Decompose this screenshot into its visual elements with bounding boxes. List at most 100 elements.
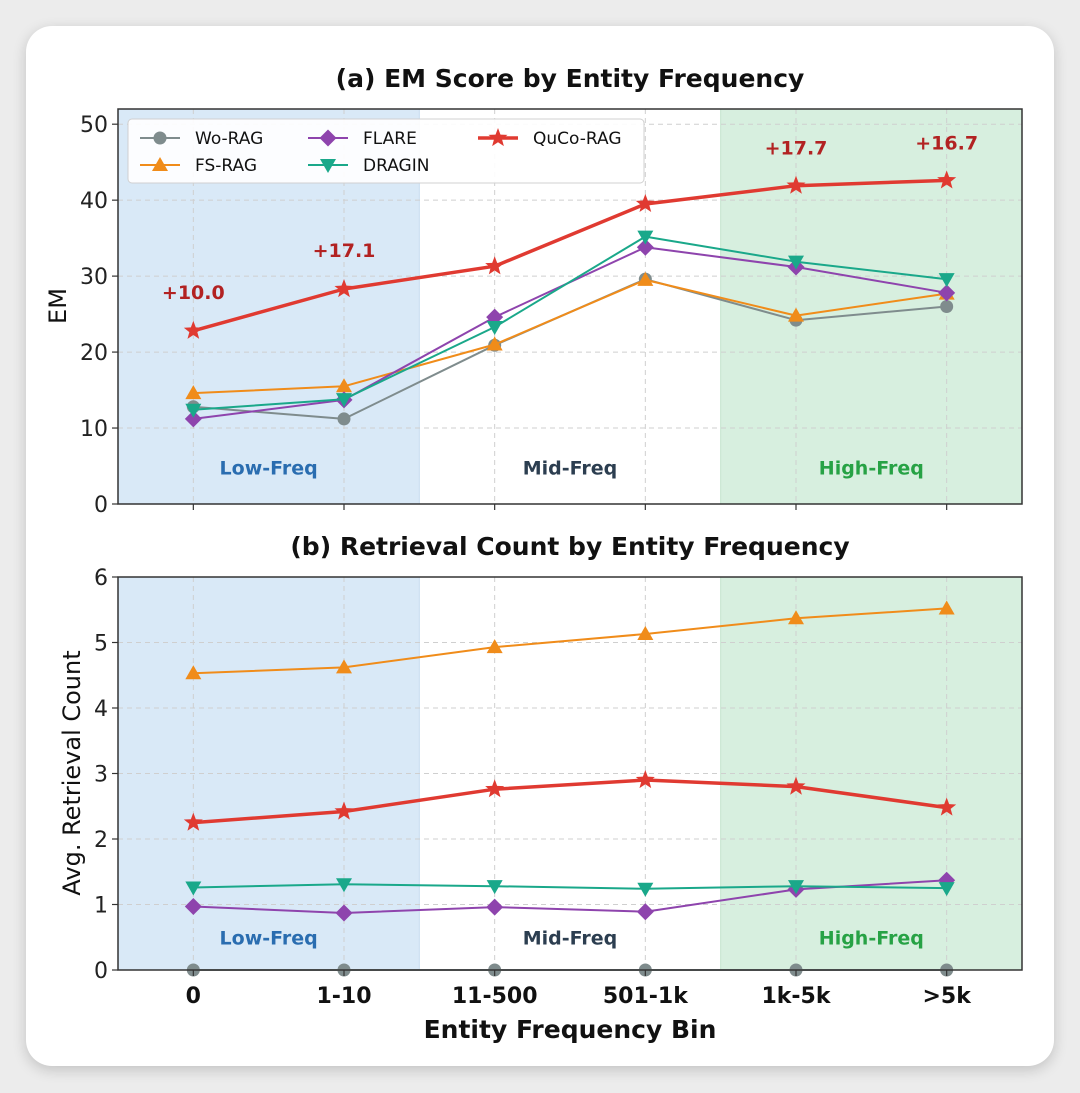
data-point-quco-rag xyxy=(334,801,354,820)
data-point-quco-rag xyxy=(786,776,806,795)
data-point-fs-rag xyxy=(336,659,352,674)
region-label-mid-freq: Mid-Freq xyxy=(523,927,618,949)
x-tick-label: >5k xyxy=(922,984,972,1009)
data-point-quco-rag xyxy=(485,256,505,275)
y-tick-label: 50 xyxy=(80,113,108,138)
annotation-label: +10.0 xyxy=(162,282,225,304)
data-point-fs-rag xyxy=(637,625,654,640)
y-tick-label: 0 xyxy=(94,493,108,518)
y-tick-label: 1 xyxy=(94,894,108,919)
series-quco-rag xyxy=(183,770,957,831)
legend: Wo-RAG FS-RAG FLARE DRAGIN QuCo-RAG xyxy=(127,118,645,184)
region-label-low-freq: Low-Freq xyxy=(220,927,318,949)
data-point-quco-rag xyxy=(786,175,806,194)
y-tick-label: 3 xyxy=(94,763,108,788)
plot-frame xyxy=(117,108,1023,505)
y-tick-label: 6 xyxy=(94,566,108,591)
data-point-flare xyxy=(335,904,353,922)
region-label-high-freq: High-Freq xyxy=(819,458,924,480)
series-dragin xyxy=(185,230,955,418)
y-axis-label-b: Avg. Retrieval Count xyxy=(58,650,86,895)
data-point-fs-rag xyxy=(788,610,804,625)
data-point-dragin xyxy=(486,321,503,336)
y-tick-label: 40 xyxy=(80,189,108,214)
data-point-flare xyxy=(636,238,654,256)
series-line-fs-rag xyxy=(193,607,947,675)
legend-item-flare: FLARE xyxy=(308,129,417,149)
series-line-quco-rag xyxy=(192,178,947,333)
legend-marker-triangle-down-icon xyxy=(320,159,336,173)
y-tick-label: 2 xyxy=(94,828,108,853)
data-point-flare xyxy=(636,903,654,921)
data-point-wo-rag xyxy=(940,300,954,313)
data-point-quco-rag xyxy=(635,770,655,789)
x-tick-label: 1k-5k xyxy=(761,984,831,1009)
data-point-fs-rag xyxy=(185,665,202,680)
data-point-dragin xyxy=(637,230,654,245)
region-band-low-freq xyxy=(118,577,420,970)
legend-label: DRAGIN xyxy=(363,156,429,176)
data-point-dragin xyxy=(336,393,352,408)
data-point-fs-rag xyxy=(486,336,503,351)
legend-marker-circle-icon xyxy=(153,131,167,145)
data-point-fs-rag xyxy=(788,307,804,322)
y-tick-label: 30 xyxy=(80,265,108,290)
x-tick-label: 11-500 xyxy=(452,984,538,1009)
data-point-fs-rag xyxy=(938,600,955,615)
data-point-fs-rag xyxy=(486,639,503,654)
data-point-wo-rag xyxy=(337,412,351,426)
legend-label: Wo-RAG xyxy=(195,129,263,149)
region-label-mid-freq: Mid-Freq xyxy=(523,458,618,480)
x-tick-label: 501-1k xyxy=(603,984,689,1009)
data-point-dragin xyxy=(336,878,352,893)
x-axis-label: Entity Frequency Bin xyxy=(424,1015,717,1044)
x-tick-label: 0 xyxy=(186,984,201,1009)
region-label-low-freq: Low-Freq xyxy=(220,458,318,480)
legend-label: FLARE xyxy=(363,129,417,149)
data-point-quco-rag xyxy=(334,279,354,298)
data-point-dragin xyxy=(788,255,804,270)
annotation-label: +16.7 xyxy=(915,132,978,154)
legend-label: FS-RAG xyxy=(195,156,257,176)
y-tick-label: 5 xyxy=(94,632,108,657)
legend-marker-star-icon xyxy=(488,128,508,147)
data-point-dragin xyxy=(185,881,202,896)
panel-retrieval-count: (b) Retrieval Count by Entity Frequency … xyxy=(58,532,1023,1044)
panel-em-score: (a) EM Score by Entity Frequency EM Low-… xyxy=(44,64,1023,518)
legend-item-wo-rag: Wo-RAG xyxy=(140,129,263,149)
legend-item-dragin: DRAGIN xyxy=(308,156,429,176)
series-line-quco-rag xyxy=(193,778,947,825)
legend-item-fs-rag: FS-RAG xyxy=(140,156,257,176)
data-point-fs-rag xyxy=(336,378,352,393)
data-point-quco-rag xyxy=(485,779,505,798)
data-point-dragin xyxy=(938,882,955,897)
y-axis-label-a: EM xyxy=(44,288,72,324)
series-line-flare xyxy=(193,879,947,914)
data-point-dragin xyxy=(637,882,654,897)
data-point-quco-rag xyxy=(937,797,957,816)
series-quco-rag xyxy=(183,170,957,339)
series-line-dragin xyxy=(193,883,947,890)
legend-marker-diamond-icon xyxy=(319,129,337,147)
legend-marker-triangle-up-icon xyxy=(152,157,168,171)
data-point-quco-rag xyxy=(183,812,203,831)
data-point-quco-rag xyxy=(937,170,957,189)
data-point-flare xyxy=(486,898,504,916)
y-tick-label: 4 xyxy=(94,697,108,722)
legend-box xyxy=(127,118,645,184)
series-dragin xyxy=(185,878,955,897)
annotation-label: +17.1 xyxy=(313,240,376,262)
region-band-high-freq xyxy=(720,109,1022,504)
series-fs-rag xyxy=(185,600,955,680)
y-tick-label: 20 xyxy=(80,341,108,366)
y-tick-label: 0 xyxy=(94,959,108,984)
region-label-high-freq: High-Freq xyxy=(819,927,924,949)
data-point-flare xyxy=(938,284,956,302)
chart-title-b: (b) Retrieval Count by Entity Frequency xyxy=(290,532,849,561)
y-tick-label: 10 xyxy=(80,417,108,442)
annotation-label: +17.7 xyxy=(765,138,828,160)
data-point-dragin xyxy=(788,880,804,895)
data-point-dragin xyxy=(486,880,503,895)
data-point-dragin xyxy=(938,273,955,288)
